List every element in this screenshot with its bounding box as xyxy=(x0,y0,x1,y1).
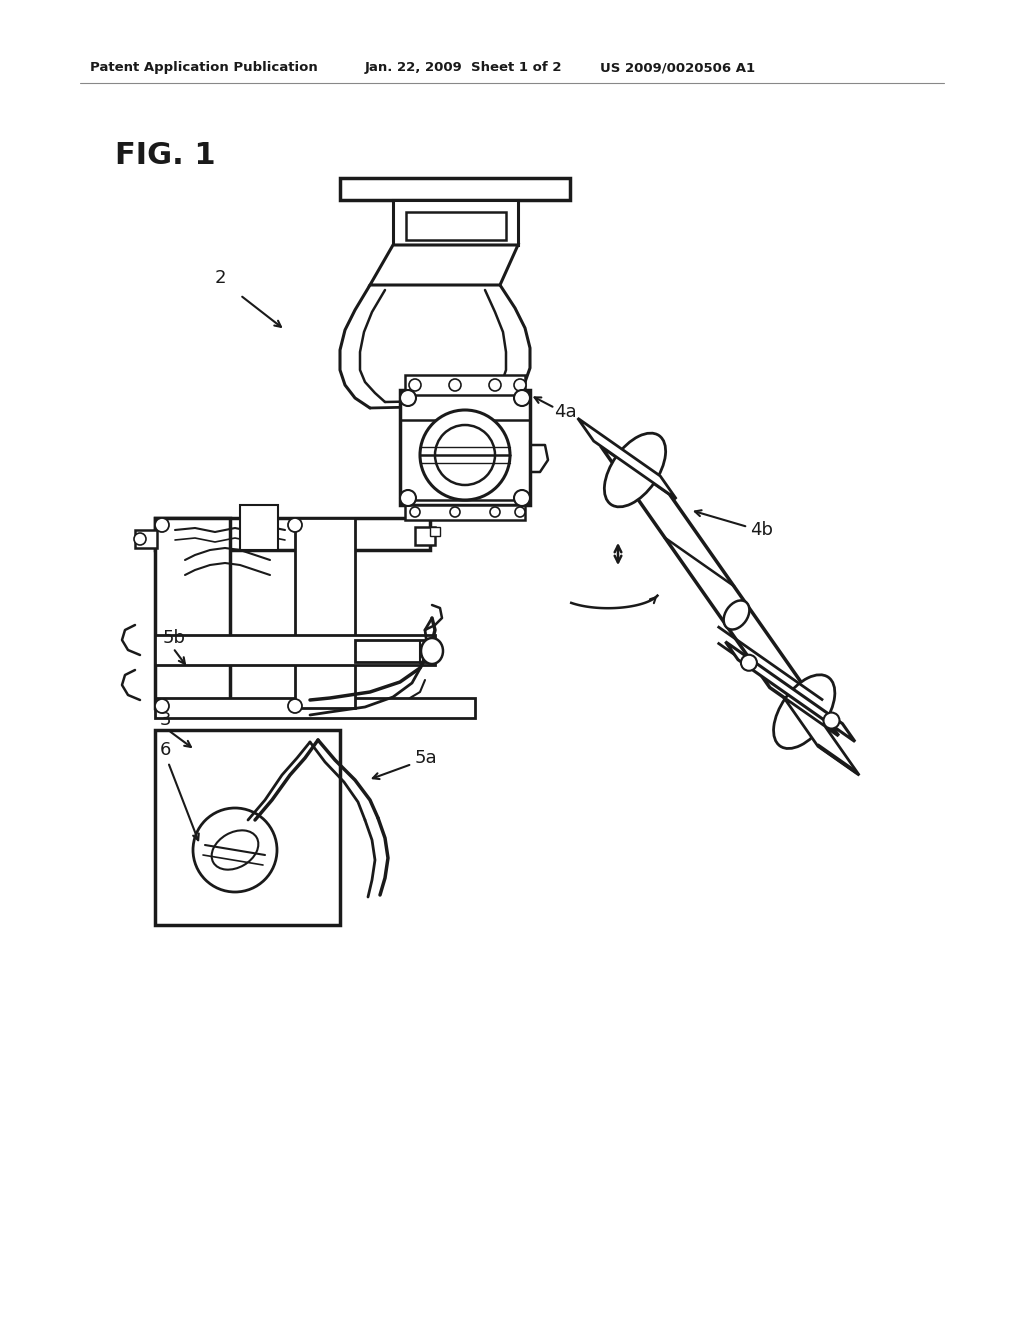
Bar xyxy=(340,178,570,201)
Circle shape xyxy=(400,389,416,407)
Circle shape xyxy=(409,379,421,391)
Polygon shape xyxy=(601,446,839,735)
Bar xyxy=(155,517,430,550)
Polygon shape xyxy=(783,697,859,775)
Text: 5b: 5b xyxy=(163,630,186,647)
Bar xyxy=(135,531,157,548)
Bar xyxy=(430,527,440,536)
Bar xyxy=(240,506,278,550)
Bar xyxy=(155,730,340,925)
Circle shape xyxy=(823,713,840,729)
Text: 4b: 4b xyxy=(750,521,773,539)
Text: 2: 2 xyxy=(215,269,226,286)
Bar xyxy=(393,201,518,246)
Circle shape xyxy=(489,379,501,391)
Circle shape xyxy=(514,379,526,391)
Circle shape xyxy=(514,389,530,407)
Circle shape xyxy=(450,507,460,517)
Circle shape xyxy=(155,700,169,713)
Ellipse shape xyxy=(421,638,443,664)
Bar xyxy=(295,517,355,708)
Circle shape xyxy=(449,379,461,391)
Polygon shape xyxy=(578,418,676,499)
Ellipse shape xyxy=(773,675,835,748)
Circle shape xyxy=(400,490,416,506)
Text: 5a: 5a xyxy=(415,748,437,767)
Text: Patent Application Publication: Patent Application Publication xyxy=(90,62,317,74)
Bar xyxy=(355,640,430,663)
Polygon shape xyxy=(725,642,855,742)
Circle shape xyxy=(490,507,500,517)
Bar xyxy=(400,389,530,506)
Polygon shape xyxy=(370,246,518,285)
Circle shape xyxy=(514,490,530,506)
Circle shape xyxy=(410,507,420,517)
Circle shape xyxy=(420,411,510,500)
Text: 6: 6 xyxy=(160,741,171,759)
Circle shape xyxy=(155,517,169,532)
Text: 4a: 4a xyxy=(554,403,577,421)
Bar xyxy=(155,698,475,718)
Ellipse shape xyxy=(212,830,258,870)
Circle shape xyxy=(741,655,757,671)
Ellipse shape xyxy=(724,601,750,630)
Circle shape xyxy=(134,533,146,545)
Circle shape xyxy=(193,808,278,892)
Text: US 2009/0020506 A1: US 2009/0020506 A1 xyxy=(600,62,755,74)
Text: 3: 3 xyxy=(160,711,171,729)
Text: Jan. 22, 2009  Sheet 1 of 2: Jan. 22, 2009 Sheet 1 of 2 xyxy=(365,62,562,74)
Bar xyxy=(155,517,230,708)
Circle shape xyxy=(288,517,302,532)
Circle shape xyxy=(435,425,495,484)
Circle shape xyxy=(288,700,302,713)
Bar xyxy=(406,213,506,240)
Bar xyxy=(155,635,435,665)
Bar xyxy=(406,506,525,520)
Bar xyxy=(406,375,525,395)
Text: FIG. 1: FIG. 1 xyxy=(115,140,216,169)
Bar xyxy=(415,527,435,545)
Ellipse shape xyxy=(604,433,666,507)
Circle shape xyxy=(515,507,525,517)
